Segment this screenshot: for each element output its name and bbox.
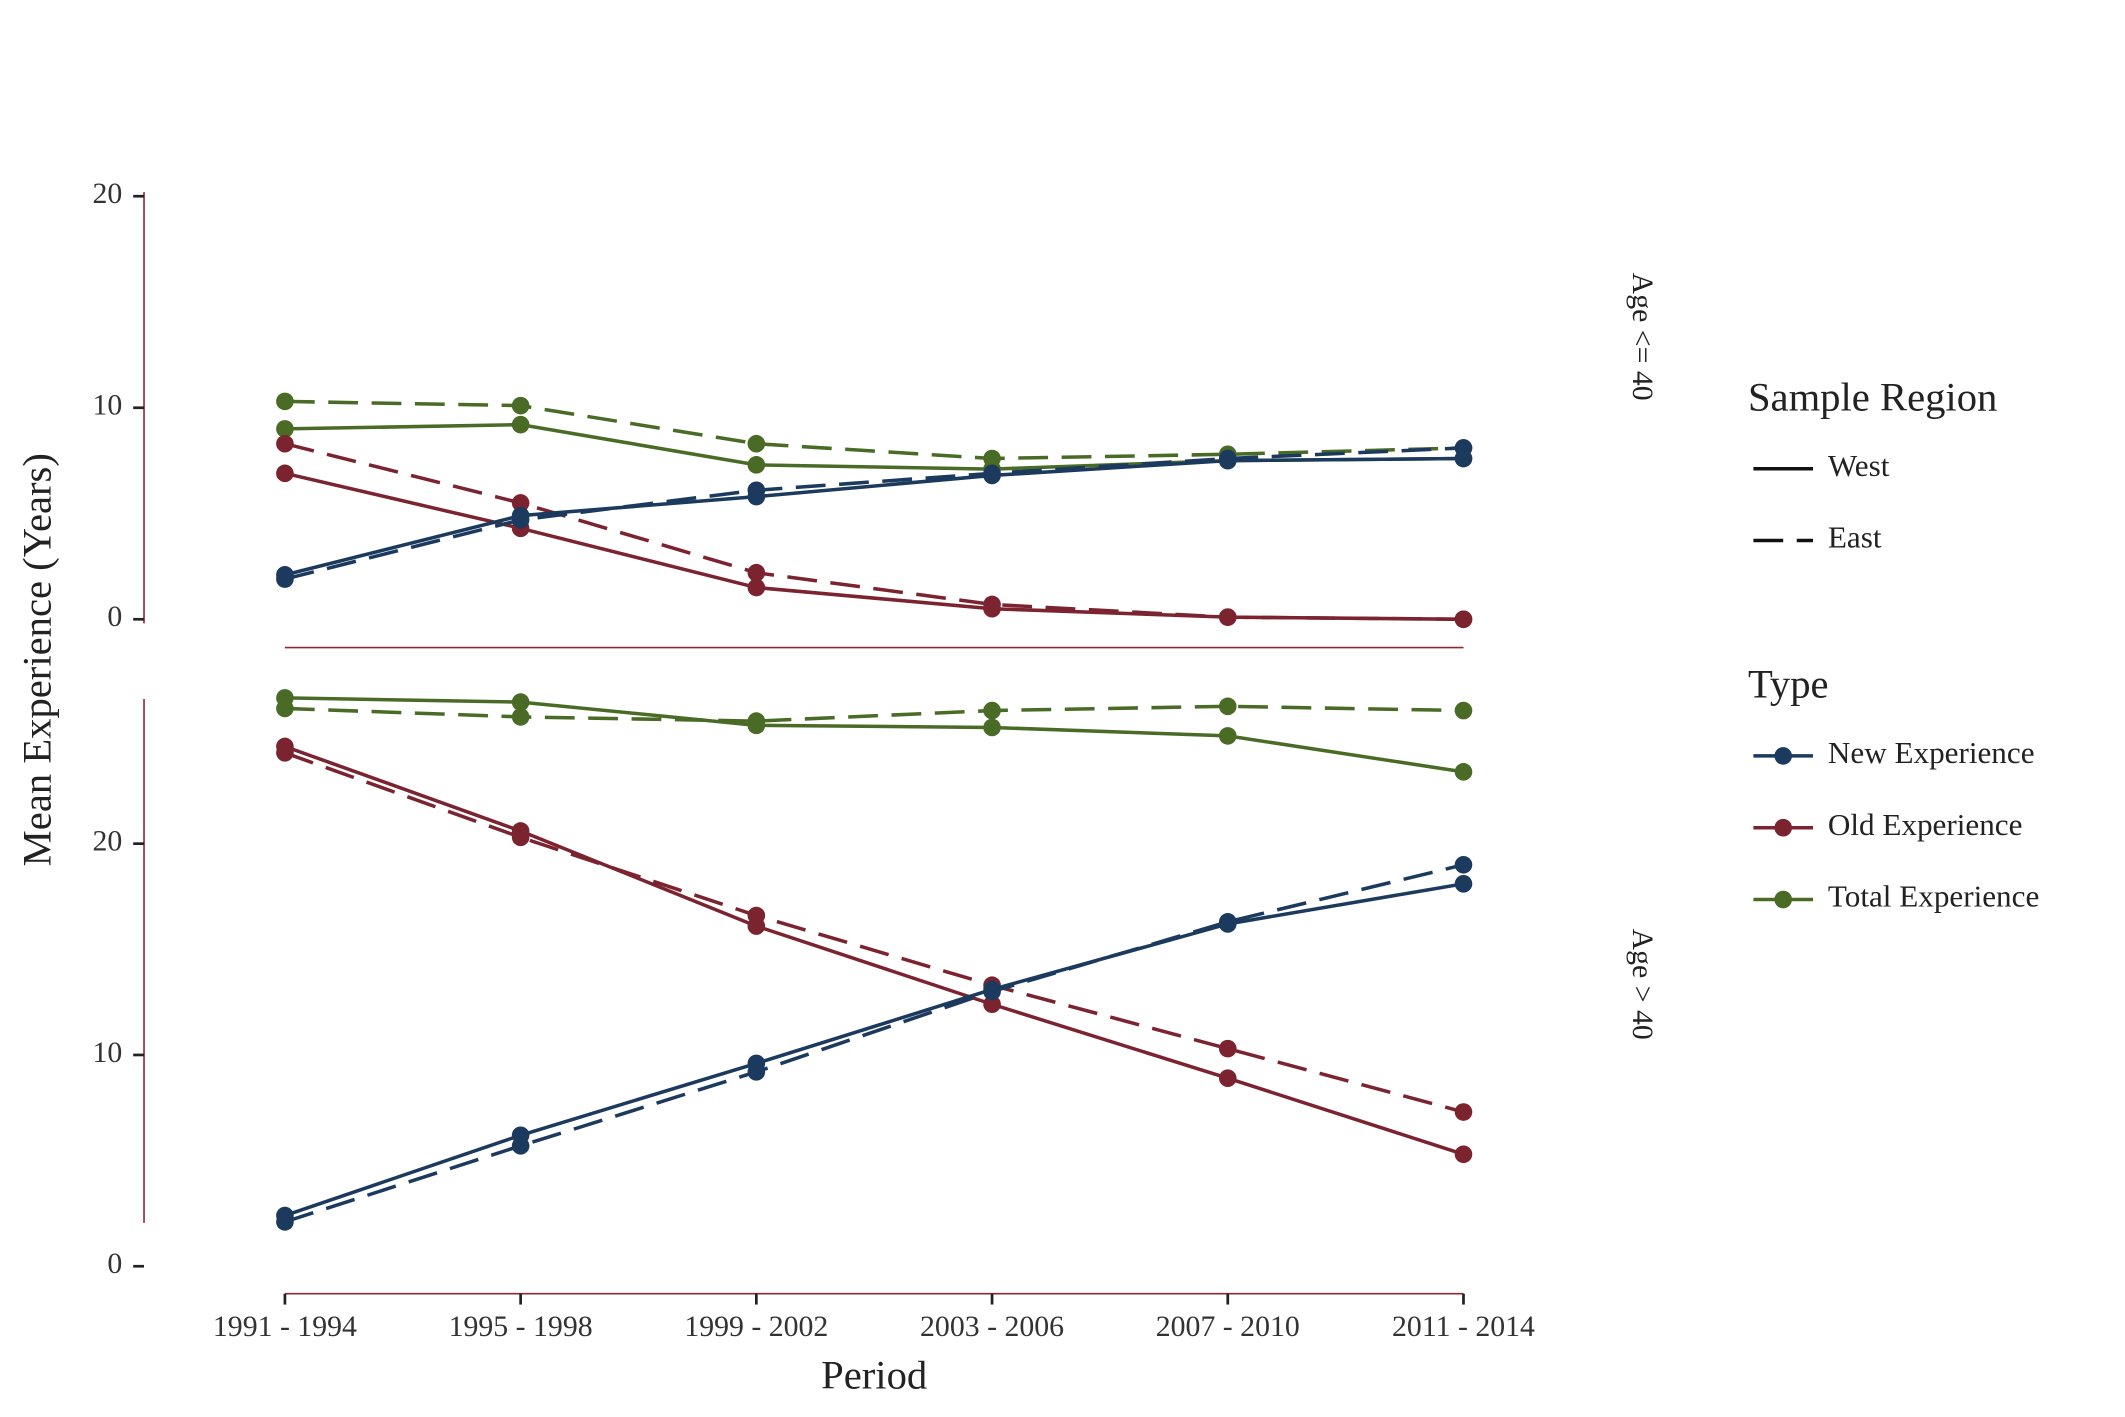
point [983, 595, 1001, 614]
point [1218, 1069, 1237, 1088]
point [276, 744, 294, 762]
legend-title: Type [1748, 662, 1829, 707]
point [747, 712, 766, 730]
y-tick-label: 20 [93, 177, 123, 210]
y-tick-label: 0 [107, 600, 122, 633]
point [511, 828, 530, 847]
y-tick-label: 10 [93, 389, 123, 422]
point [511, 708, 530, 726]
point [511, 1137, 530, 1155]
point [747, 434, 766, 453]
point [747, 456, 766, 474]
point [747, 563, 766, 582]
point [983, 449, 1001, 468]
point [276, 434, 294, 453]
series-line [284, 863, 1464, 1224]
series-line [284, 751, 1464, 1114]
series-line [284, 456, 1464, 577]
series-line [284, 704, 1464, 723]
x-tick-label: 1999 - 2002 [684, 1310, 828, 1343]
point [276, 420, 294, 438]
series-line [284, 744, 1465, 1156]
point [983, 701, 1001, 720]
point [511, 494, 530, 512]
y-tick-label: 20 [93, 825, 123, 858]
point [747, 481, 766, 500]
x-tick-label: 1995 - 1998 [449, 1310, 593, 1343]
series-line [284, 442, 1464, 622]
x-axis-title: Period [821, 1352, 927, 1397]
series-line [284, 471, 1464, 622]
y-tick-label: 0 [107, 1247, 122, 1280]
point [747, 578, 766, 597]
legend-label: Old Experience [1828, 807, 2023, 842]
legend-title: Sample Region [1748, 374, 1997, 419]
series-line [284, 696, 1464, 774]
point [1454, 1145, 1473, 1164]
legend-label: New Experience [1828, 735, 2035, 770]
x-tick-label: 2007 - 2010 [1156, 1310, 1300, 1343]
point [983, 718, 1001, 737]
point [511, 415, 530, 434]
point [747, 906, 766, 925]
point [1454, 875, 1473, 893]
legend-key [1774, 890, 1792, 909]
point [1454, 763, 1473, 781]
point [1454, 610, 1473, 629]
point [983, 995, 1001, 1014]
point [1218, 727, 1237, 745]
legend-label: Total Experience [1828, 879, 2039, 914]
point [983, 982, 1001, 1001]
point [747, 1063, 766, 1081]
point [276, 699, 294, 718]
point [1454, 1103, 1473, 1121]
series-line [284, 422, 1464, 471]
point [276, 392, 294, 411]
legend-label: East [1828, 520, 1882, 555]
x-tick-label: 2011 - 2014 [1392, 1310, 1535, 1343]
point [1218, 449, 1237, 468]
point [983, 464, 1001, 483]
point [276, 464, 294, 483]
series-line [284, 446, 1464, 581]
legend-key [1774, 747, 1792, 765]
y-tick-label: 10 [93, 1036, 123, 1069]
x-tick-label: 1991 - 1994 [213, 1310, 357, 1343]
point [1218, 913, 1237, 931]
point [511, 693, 530, 711]
point [1454, 701, 1473, 720]
series-line [284, 882, 1464, 1218]
point [1454, 855, 1473, 874]
x-tick-label: 2003 - 2006 [920, 1310, 1064, 1343]
point [276, 1213, 294, 1231]
point [1218, 697, 1237, 716]
facet-label: Age > 40 [1626, 929, 1659, 1040]
facet-label: Age <= 40 [1626, 273, 1659, 401]
point [1218, 608, 1237, 626]
point [511, 396, 530, 415]
series-line [284, 399, 1464, 461]
point [1454, 439, 1473, 457]
legend-key [1774, 818, 1792, 837]
point [276, 570, 294, 588]
point [511, 511, 530, 529]
legend-label: West [1828, 448, 1890, 483]
point [1218, 1039, 1237, 1058]
y-axis-title: Mean Experience (Years) [14, 453, 59, 866]
